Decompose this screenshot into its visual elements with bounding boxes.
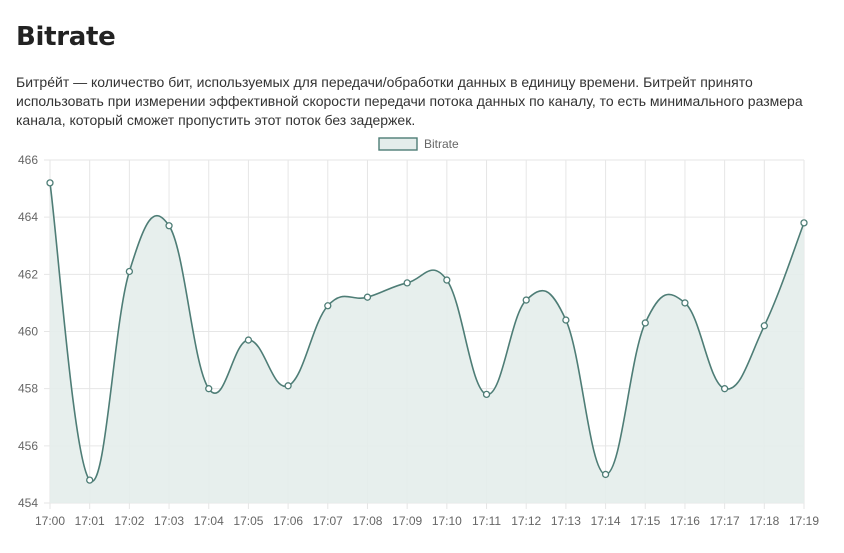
x-tick-label: 17:10 (432, 514, 462, 528)
y-tick-label: 462 (18, 267, 38, 281)
data-point[interactable] (681, 299, 689, 307)
data-point[interactable] (403, 279, 411, 287)
x-tick-label: 17:03 (154, 514, 184, 528)
data-point[interactable] (205, 385, 213, 393)
x-tick-label: 17:00 (35, 514, 65, 528)
y-tick-label: 458 (18, 382, 38, 396)
y-tick-label: 454 (18, 496, 38, 510)
x-tick-label: 17:06 (273, 514, 303, 528)
data-point[interactable] (720, 385, 729, 393)
data-point[interactable] (324, 302, 332, 310)
data-point[interactable] (443, 276, 451, 284)
legend-swatch[interactable] (378, 137, 418, 151)
data-point[interactable] (165, 222, 173, 230)
chart-container: 454 456 458 460 462 464 466 17:00 17:01 17:02 17:… (0, 130, 844, 553)
data-point[interactable] (522, 296, 530, 304)
x-tick-label: 17:08 (352, 514, 382, 528)
data-point[interactable] (800, 219, 808, 227)
chart-area (49, 182, 805, 503)
x-axis: 17:00 17:01 17:02 17:03 17:04 17:05 17:06 17:07… (35, 514, 819, 528)
data-point[interactable] (641, 319, 649, 327)
chart-points (46, 179, 808, 484)
data-point[interactable] (46, 179, 54, 187)
data-point[interactable] (244, 336, 253, 344)
y-tick-label: 456 (18, 439, 38, 453)
x-tick-label: 17:17 (710, 514, 740, 528)
y-tick-label: 460 (18, 325, 38, 339)
x-tick-label: 17:04 (194, 514, 224, 528)
series-area-fill (50, 182, 804, 503)
x-tick-label: 17:09 (392, 514, 422, 528)
x-tick-label: 17:19 (789, 514, 819, 528)
data-point[interactable] (482, 390, 491, 399)
x-tick-label: 17:07 (313, 514, 343, 528)
data-point[interactable] (760, 322, 768, 330)
y-tick-label: 466 (18, 153, 38, 167)
chart-legend[interactable]: Bitrate (378, 137, 459, 151)
page-title: Bitrate (16, 22, 116, 52)
x-tick-label: 17:02 (114, 514, 144, 528)
data-point[interactable] (86, 476, 94, 484)
y-tick-label: 464 (18, 210, 38, 224)
series-line (49, 182, 805, 483)
data-point[interactable] (601, 470, 610, 479)
data-point[interactable] (363, 293, 372, 301)
y-axis: 454 456 458 460 462 464 466 (18, 153, 38, 510)
x-tick-label: 17:14 (591, 514, 621, 528)
data-point[interactable] (125, 267, 134, 276)
x-tick-label: 17:18 (749, 514, 779, 528)
page-description: Битре́йт — количество бит, используемых … (16, 74, 803, 128)
x-tick-label: 17:05 (233, 514, 263, 528)
x-tick-label: 17:16 (670, 514, 700, 528)
legend-label[interactable]: Bitrate (424, 137, 459, 151)
x-tick-label: 17:13 (551, 514, 581, 528)
data-point[interactable] (562, 316, 570, 324)
x-tick-label: 17:12 (511, 514, 541, 528)
x-tick-label: 17:11 (472, 514, 501, 528)
x-tick-label: 17:15 (630, 514, 660, 528)
data-point[interactable] (284, 382, 292, 390)
x-tick-label: 17:01 (75, 514, 105, 528)
